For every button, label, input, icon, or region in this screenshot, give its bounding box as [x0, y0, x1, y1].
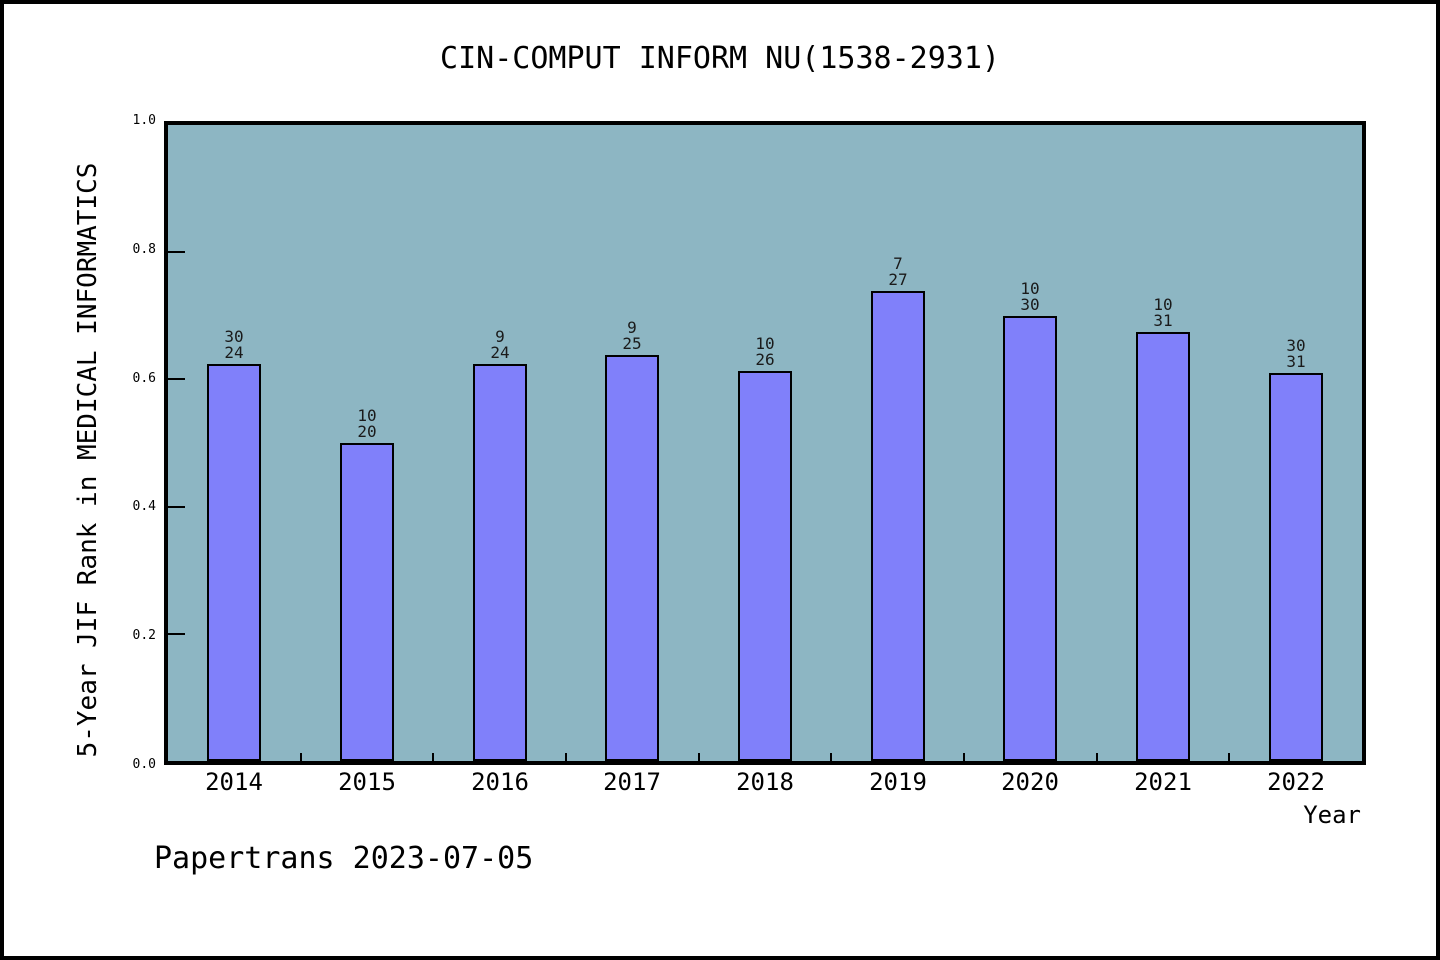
x-tick-label: 2021: [1134, 768, 1192, 796]
bar-label-top: 10: [357, 406, 377, 425]
x-tick-label: 2018: [736, 768, 794, 796]
bar-label-bottom: 26: [755, 350, 775, 369]
bar-2018: [738, 371, 792, 761]
bar-label-top: 7: [893, 254, 903, 273]
bar-label-bottom: 25: [622, 334, 642, 353]
y-tick-label: 0.2: [132, 628, 156, 643]
bar-label-top: 10: [755, 334, 775, 353]
y-tick-label: 0.8: [132, 242, 156, 257]
bar-value-label: 30 31: [1251, 338, 1341, 370]
bar-2014: [207, 364, 261, 761]
x-axis-label: Year: [1303, 801, 1361, 829]
bar-label-bottom: 24: [224, 343, 244, 362]
plot-area: 30 24 10 20 9 24 9 25 10 26 7 27 10 30 10 31 30 31: [164, 121, 1366, 765]
bar-label-top: 9: [495, 327, 505, 346]
bar-2019: [871, 291, 925, 761]
x-minor-tick-mark: [432, 753, 434, 761]
bar-2021: [1136, 332, 1190, 761]
y-tick-label: 0.6: [132, 371, 156, 386]
bar-value-label: 10 30: [985, 281, 1075, 313]
bar-2017: [605, 355, 659, 761]
bar-label-bottom: 31: [1153, 311, 1173, 330]
x-minor-tick-mark: [963, 753, 965, 761]
bar-label-top: 30: [1286, 336, 1306, 355]
y-tick-label: 0.0: [132, 757, 156, 772]
y-tick-mark: [168, 633, 185, 635]
x-tick-label: 2015: [338, 768, 396, 796]
bar-value-label: 30 24: [189, 329, 279, 361]
x-minor-tick-mark: [1096, 753, 1098, 761]
y-tick-mark: [168, 506, 185, 508]
y-axis-label: 5-Year JIF Rank in MEDICAL INFORMATICS: [73, 162, 103, 758]
bar-2015: [340, 443, 394, 761]
y-tick-mark: [168, 378, 185, 380]
x-tick-label: 2020: [1001, 768, 1059, 796]
chart-title: CIN-COMPUT INFORM NU(1538-2931): [440, 41, 1000, 76]
x-tick-label: 2022: [1267, 768, 1325, 796]
x-minor-tick-mark: [565, 753, 567, 761]
bar-label-top: 10: [1153, 295, 1173, 314]
bar-label-top: 30: [224, 327, 244, 346]
bar-label-bottom: 30: [1020, 295, 1040, 314]
bar-label-top: 9: [627, 318, 637, 337]
bar-label-top: 10: [1020, 279, 1040, 298]
bar-label-bottom: 27: [888, 270, 908, 289]
bar-value-label: 10 31: [1118, 297, 1208, 329]
y-tick-label: 1.0: [132, 113, 156, 128]
x-tick-label: 2019: [869, 768, 927, 796]
bar-value-label: 10 20: [322, 408, 412, 440]
bar-value-label: 10 26: [720, 336, 810, 368]
bar-value-label: 9 24: [455, 329, 545, 361]
x-tick-label: 2014: [205, 768, 263, 796]
y-tick-label: 0.4: [132, 499, 156, 514]
bar-value-label: 7 27: [853, 256, 943, 288]
bar-label-bottom: 31: [1286, 352, 1306, 371]
bar-2016: [473, 364, 527, 761]
y-tick-mark: [168, 251, 185, 253]
x-minor-tick-mark: [830, 753, 832, 761]
x-tick-label: 2016: [471, 768, 529, 796]
bar-2022: [1269, 373, 1323, 761]
bar-label-bottom: 24: [490, 343, 510, 362]
x-minor-tick-mark: [300, 753, 302, 761]
footer-credit: Papertrans 2023-07-05: [154, 841, 534, 876]
bar-value-label: 9 25: [587, 320, 677, 352]
x-minor-tick-mark: [1228, 753, 1230, 761]
x-tick-label: 2017: [603, 768, 661, 796]
bar-label-bottom: 20: [357, 422, 377, 441]
bar-2020: [1003, 316, 1057, 761]
x-minor-tick-mark: [698, 753, 700, 761]
